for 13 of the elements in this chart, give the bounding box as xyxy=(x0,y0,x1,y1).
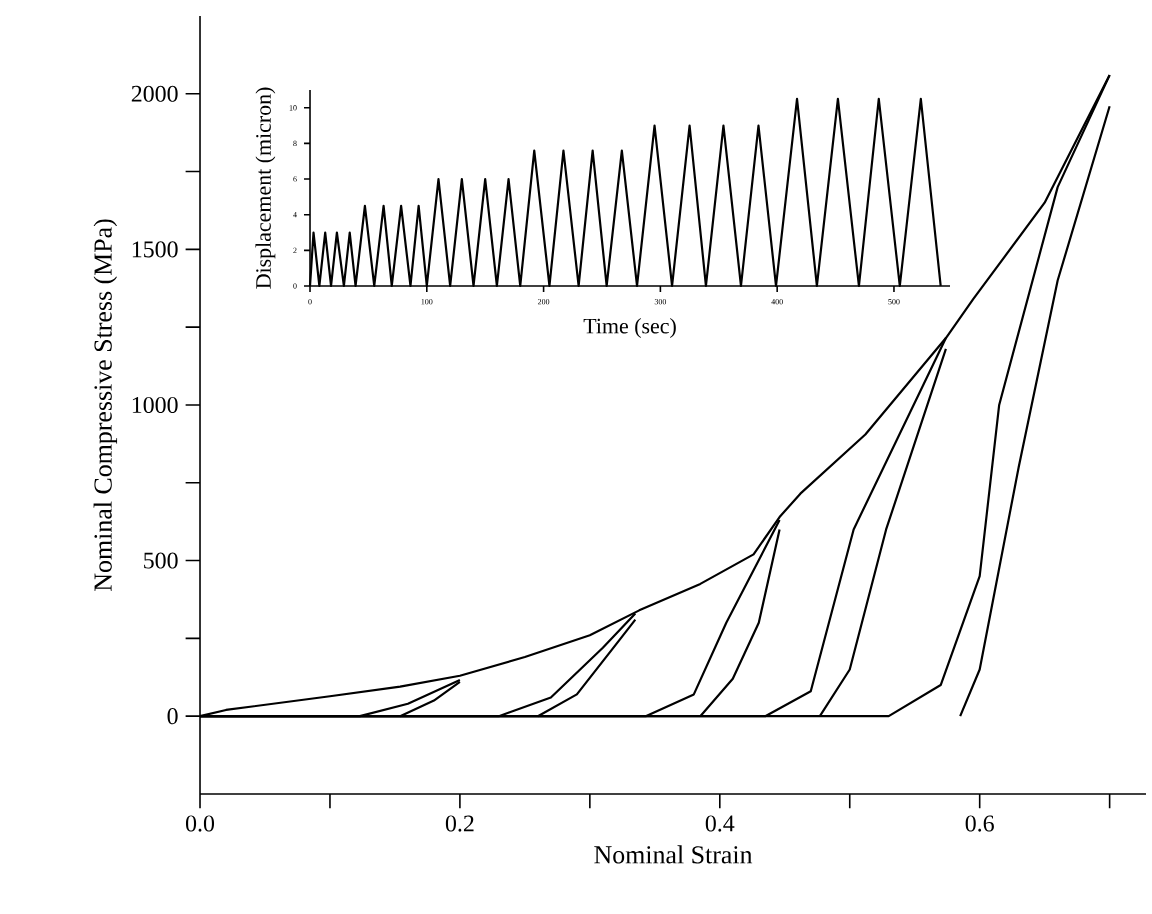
x-tick-label: 0.0 xyxy=(185,815,215,832)
y-tick-label: 1500 xyxy=(132,241,178,258)
y-tick-label: 0 xyxy=(167,708,178,725)
y-axis-title: Displacement (micron) xyxy=(255,87,276,289)
x-axis-title: Nominal Strain xyxy=(594,845,753,864)
x-axis-title: Time (sec) xyxy=(583,318,676,338)
x-tick-label: 0.6 xyxy=(965,815,994,832)
y-tick-label: 1000 xyxy=(132,396,178,414)
x-tick-label: 0.2 xyxy=(445,815,474,832)
y-axis-title: Nominal Compressive Stress (MPa) xyxy=(93,219,118,591)
y-tick-label: 500 xyxy=(144,552,178,569)
x-tick-label: 0.4 xyxy=(705,815,735,832)
y-tick-label: 2000 xyxy=(131,85,178,102)
